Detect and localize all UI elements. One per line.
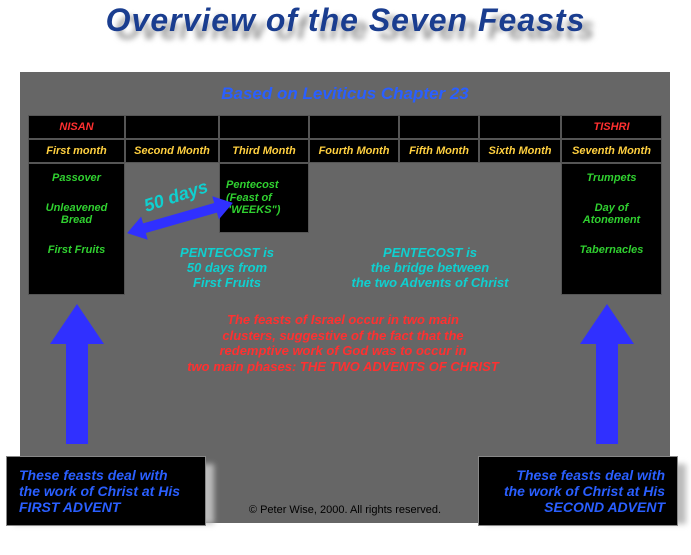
feast-passover: Passover	[52, 172, 101, 184]
feast-trumpets: Trumpets	[587, 172, 637, 184]
month-7: Seventh Month	[561, 139, 662, 163]
hdr-blank-5	[479, 115, 561, 139]
subtitle: Based on Leviticus Chapter 23	[20, 84, 670, 104]
main-title: Overview of the Seven Feasts	[0, 2, 691, 39]
hdr-nisan: NISAN	[28, 115, 125, 139]
up-arrow-right	[580, 304, 634, 449]
up-arrow-left	[50, 304, 104, 449]
month-5: Fifth Month	[399, 139, 479, 163]
hdr-blank-4	[399, 115, 479, 139]
hdr-tishri: TISHRI	[561, 115, 662, 139]
month-4: Fourth Month	[309, 139, 399, 163]
month-2: Second Month	[125, 139, 219, 163]
copyright: © Peter Wise, 2000. All rights reserved.	[20, 504, 670, 516]
header-row-months: First month Second Month Third Month Fou…	[28, 139, 662, 163]
feast-unleavened: Unleavened Bread	[46, 202, 108, 226]
feast-tabernacles: Tabernacles	[580, 244, 644, 256]
nisan-feasts: Passover Unleavened Bread First Fruits	[28, 163, 125, 295]
hdr-blank-1	[125, 115, 219, 139]
main-panel: Based on Leviticus Chapter 23 NISAN TISH…	[20, 72, 670, 523]
header-row-hebrew: NISAN TISHRI	[28, 115, 662, 139]
month-1: First month	[28, 139, 125, 163]
pentecost-note-right: PENTECOST is the bridge between the two …	[330, 246, 530, 291]
tishri-feasts: Trumpets Day of Atonement Tabernacles	[561, 163, 662, 295]
feast-firstfruits: First Fruits	[48, 244, 105, 256]
month-6: Sixth Month	[479, 139, 561, 163]
pentecost-note-left: PENTECOST is 50 days from First Fruits	[147, 246, 307, 291]
hdr-blank-3	[309, 115, 399, 139]
month-3: Third Month	[219, 139, 309, 163]
hdr-blank-2	[219, 115, 309, 139]
fifty-days-arrow	[125, 202, 235, 242]
feast-atonement: Day of Atonement	[583, 202, 640, 226]
clusters-note: The feasts of Israel occur in two main c…	[158, 312, 528, 374]
